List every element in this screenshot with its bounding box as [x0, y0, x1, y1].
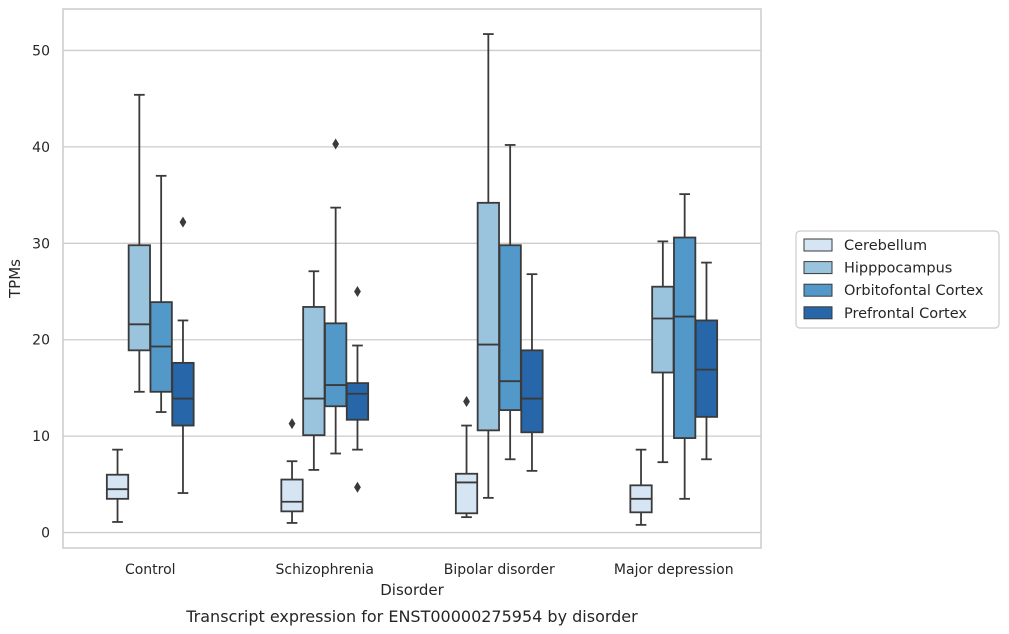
box-body	[280, 478, 304, 513]
chart-caption: Transcript expression for ENST0000027595…	[185, 607, 638, 626]
plot-area	[105, 33, 719, 526]
y-tick-label: 30	[32, 236, 50, 252]
box-body	[127, 244, 151, 352]
y-tick-label: 0	[41, 526, 50, 542]
outlier-point	[179, 216, 187, 228]
legend: Cerebellum Hipppocampus Orbitofontal Corte…	[795, 230, 1000, 329]
box-body	[345, 382, 370, 421]
box-body	[454, 472, 479, 515]
grid-lines	[63, 49, 761, 534]
box-cerebellum	[280, 418, 304, 524]
box-hipppocampus	[476, 33, 500, 499]
box-body	[651, 285, 675, 374]
box-orbitofontal-cortex	[324, 138, 348, 455]
box-prefrontal-cortex	[520, 273, 544, 472]
y-axis: 0 10 20 30 40 50	[32, 43, 50, 541]
box-cerebellum	[454, 395, 479, 519]
box-body	[498, 244, 522, 412]
box-body	[694, 319, 719, 418]
y-tick-label: 40	[32, 140, 50, 156]
box-hipppocampus	[127, 93, 151, 393]
x-tick-label: Schizophrenia	[276, 562, 374, 578]
box-prefrontal-cortex	[694, 261, 719, 461]
box-body	[520, 349, 544, 434]
outlier-point	[354, 481, 361, 493]
box-orbitofontal-cortex	[673, 193, 697, 500]
y-tick-label: 20	[32, 333, 50, 349]
box-cerebellum	[629, 448, 653, 526]
outlier-point	[332, 138, 340, 150]
box-body	[105, 473, 130, 500]
outlier-point	[463, 395, 470, 407]
box-body	[324, 322, 348, 408]
box-body	[476, 201, 500, 432]
y-axis-label: TPMs	[6, 259, 24, 299]
box-body	[302, 306, 326, 437]
legend-swatch	[803, 261, 833, 275]
legend-frame	[795, 230, 1000, 329]
legend-label: Hipppocampus	[844, 261, 952, 277]
box-hipppocampus	[651, 240, 675, 464]
x-axis-label: Disorder	[380, 581, 444, 599]
box-body	[171, 361, 195, 427]
legend-swatch	[803, 306, 833, 320]
box-orbitofontal-cortex	[498, 144, 522, 461]
box-prefrontal-cortex	[345, 286, 370, 493]
legend-label: Orbitofontal Cortex	[844, 283, 984, 299]
legend-label: Cerebellum	[844, 238, 927, 254]
plot-frame	[62, 8, 762, 549]
y-tick-label: 10	[32, 429, 50, 445]
legend-label: Prefrontal Cortex	[844, 306, 967, 322]
box-orbitofontal-cortex	[149, 174, 173, 413]
legend-swatch	[803, 238, 833, 252]
y-tick-label: 50	[32, 43, 50, 59]
outlier-point	[354, 286, 361, 298]
x-axis: Control Schizophrenia Bipolar disorder Majo…	[125, 562, 734, 578]
legend-swatch	[803, 283, 833, 297]
box-prefrontal-cortex	[171, 216, 195, 494]
x-tick-label: Control	[125, 562, 176, 578]
box-hipppocampus	[302, 270, 326, 471]
outlier-point	[288, 418, 296, 430]
x-tick-label: Bipolar disorder	[444, 562, 555, 578]
x-tick-label: Major depression	[614, 562, 734, 578]
box-cerebellum	[105, 448, 130, 523]
box-body	[673, 236, 697, 439]
